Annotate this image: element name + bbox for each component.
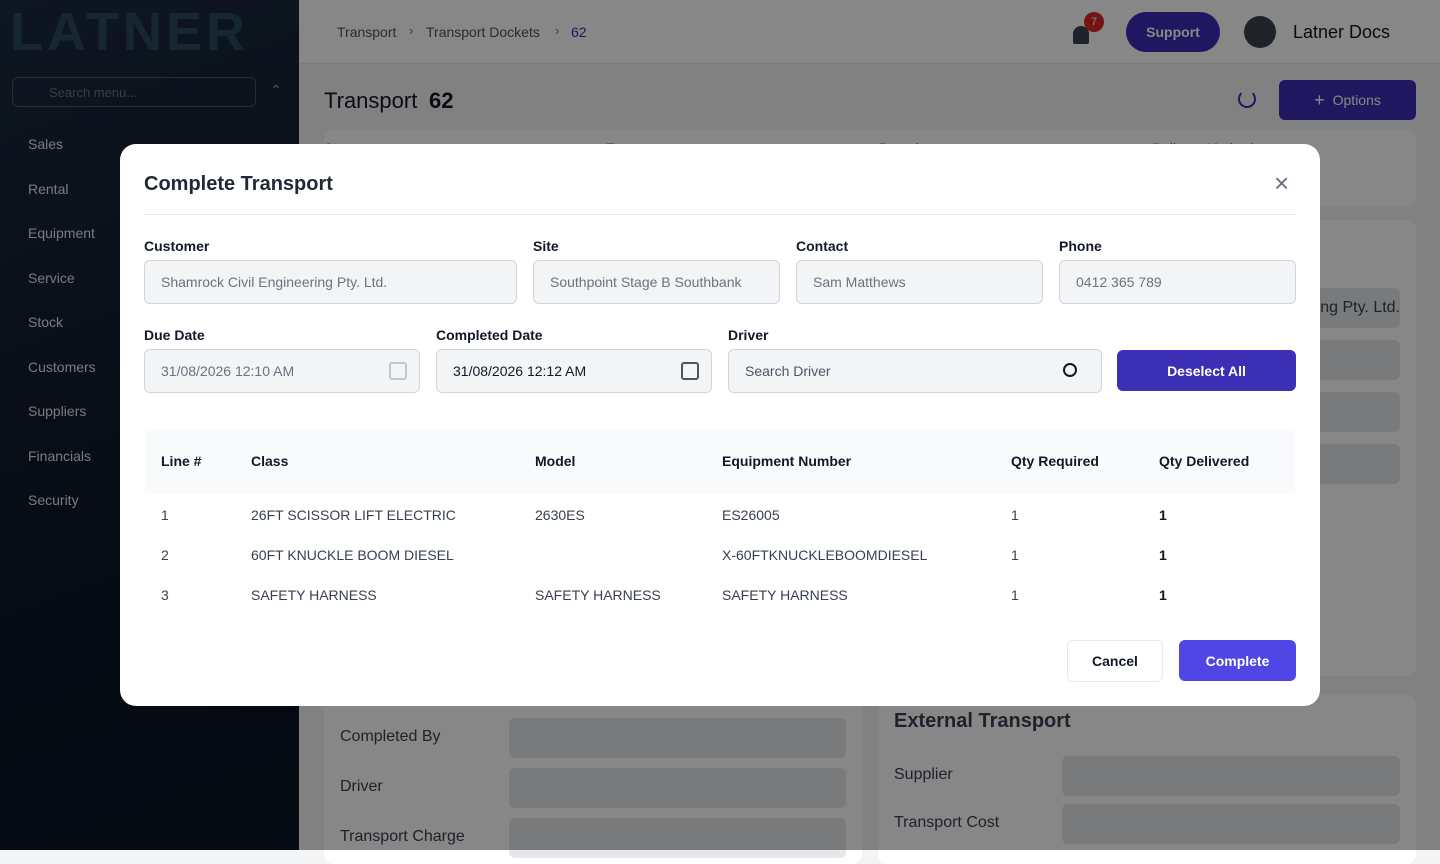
field-label: Driver	[728, 327, 769, 343]
table-cell: 2	[161, 547, 169, 563]
breadcrumb[interactable]: Transport Dockets	[426, 24, 540, 40]
menu-label: Equipment	[28, 225, 95, 241]
table-cell: ES26005	[722, 507, 780, 523]
menu-label: Suppliers	[28, 403, 87, 419]
field-label: Completed By	[340, 728, 441, 745]
options-button[interactable]: + Options	[1279, 80, 1416, 120]
support-button[interactable]: Support	[1126, 12, 1220, 52]
menu-item[interactable]: Equipment	[18, 225, 95, 241]
field-input: Sam Matthews	[796, 260, 1043, 304]
field	[1062, 756, 1400, 796]
menu-item[interactable]: Stock	[18, 314, 63, 330]
table-cell: 1	[161, 507, 169, 523]
separator: ›	[409, 23, 414, 38]
table-cell: 1	[1011, 587, 1019, 603]
table-cell: 1	[1159, 587, 1167, 603]
bell-icon[interactable]	[1073, 26, 1089, 44]
menu-item[interactable]: Service	[18, 270, 75, 286]
column-header: Qty Required	[1011, 453, 1099, 469]
close-button[interactable]: ×	[1274, 168, 1290, 198]
page-title: Transport	[324, 88, 418, 113]
field	[509, 718, 846, 758]
menu-item[interactable]: Financials	[18, 448, 91, 464]
table-cell: 60FT KNUCKLE BOOM DIESEL	[251, 547, 454, 563]
field-label: Contact	[796, 238, 849, 254]
search-menu[interactable]: Search menu...	[12, 77, 256, 107]
table-cell: SAFETY HARNESS	[535, 587, 661, 603]
table-cell: 1	[1011, 507, 1019, 523]
menu-label: Financials	[28, 448, 92, 464]
refresh-icon[interactable]	[1238, 90, 1256, 108]
table-cell: SAFETY HARNESS	[251, 587, 377, 603]
external-title: External Transport	[894, 710, 1071, 732]
field-label: Site	[533, 238, 559, 254]
notification-count: 7	[1084, 12, 1104, 32]
menu-item[interactable]: Sales	[18, 136, 63, 152]
menu-label: Rental	[28, 181, 69, 197]
field-label: Transport Charge	[340, 828, 465, 845]
field	[1062, 804, 1400, 844]
menu-label: Stock	[28, 314, 64, 330]
field-label: Supplier	[894, 766, 953, 783]
driver-search[interactable]: Search Driver	[728, 349, 1102, 393]
plus-icon: +	[1314, 89, 1325, 110]
column-header: Qty Delivered	[1159, 453, 1250, 469]
menu-item[interactable]: Security	[18, 492, 79, 508]
field-label: Transport Cost	[894, 814, 1000, 831]
logo: LATNER	[10, 2, 249, 62]
page-number: 62	[429, 88, 454, 113]
table-cell: 3	[161, 587, 169, 603]
search-icon[interactable]	[1063, 363, 1077, 377]
calendar-icon[interactable]	[681, 362, 699, 380]
table-header	[145, 429, 1295, 493]
avatar[interactable]	[1244, 16, 1276, 48]
field-label: Customer	[144, 238, 210, 254]
menu-label: Security	[28, 492, 79, 508]
collapse-icon[interactable]: ⌃	[270, 82, 282, 98]
modal-title: Complete Transport	[144, 173, 333, 195]
field-input: Southpoint Stage B Southbank	[533, 260, 780, 304]
user-name[interactable]: Latner Docs	[1293, 22, 1391, 42]
modal: Complete Transport × Customer Shamrock Ci…	[120, 144, 1320, 706]
topbar: Transport › Transport Dockets › 62 7 Sup…	[299, 0, 1440, 64]
column-header: Class	[251, 453, 289, 469]
breadcrumb-current: 62	[571, 24, 587, 40]
field-input: 0412 365 789	[1059, 260, 1296, 304]
separator: ›	[555, 23, 560, 38]
field-label: Completed Date	[436, 327, 543, 343]
menu-item[interactable]: Customers	[18, 359, 96, 375]
date-input[interactable]: 31/08/2026 12:12 AM	[436, 349, 712, 393]
menu-item[interactable]: Rental	[18, 181, 68, 197]
column-header: Equipment Number	[722, 453, 852, 469]
table-cell: 26FT SCISSOR LIFT ELECTRIC	[251, 507, 456, 523]
field-label: Driver	[340, 778, 383, 795]
complete-button[interactable]: Complete	[1179, 640, 1296, 681]
field	[509, 768, 846, 808]
table-cell: 1	[1159, 547, 1167, 563]
field-input: Shamrock Civil Engineering Pty. Ltd.	[144, 260, 517, 304]
cancel-button[interactable]: Cancel	[1067, 640, 1163, 682]
column-header: Model	[535, 453, 576, 469]
divider	[144, 214, 1296, 215]
table-cell: 1	[1011, 547, 1019, 563]
menu-item[interactable]: Suppliers	[18, 403, 86, 419]
table-cell: SAFETY HARNESS	[722, 587, 848, 603]
menu-label: Customers	[28, 359, 96, 375]
table-cell: 1	[1159, 507, 1167, 523]
table-cell: 2630ES	[535, 507, 585, 523]
calendar-icon[interactable]	[389, 362, 407, 380]
menu-label: Sales	[28, 136, 64, 152]
table-cell: X-60FTKNUCKLEBOOMDIESEL	[722, 547, 928, 563]
breadcrumb[interactable]: Transport	[337, 24, 397, 40]
menu-label: Service	[28, 270, 75, 286]
field-label: Phone	[1059, 238, 1102, 254]
date-input[interactable]: 31/08/2026 12:10 AM	[144, 349, 420, 393]
deselect-button[interactable]: Deselect All	[1117, 350, 1296, 391]
column-header: Line #	[161, 453, 202, 469]
field-label: Due Date	[144, 327, 205, 343]
options-label: Options	[1332, 92, 1381, 108]
